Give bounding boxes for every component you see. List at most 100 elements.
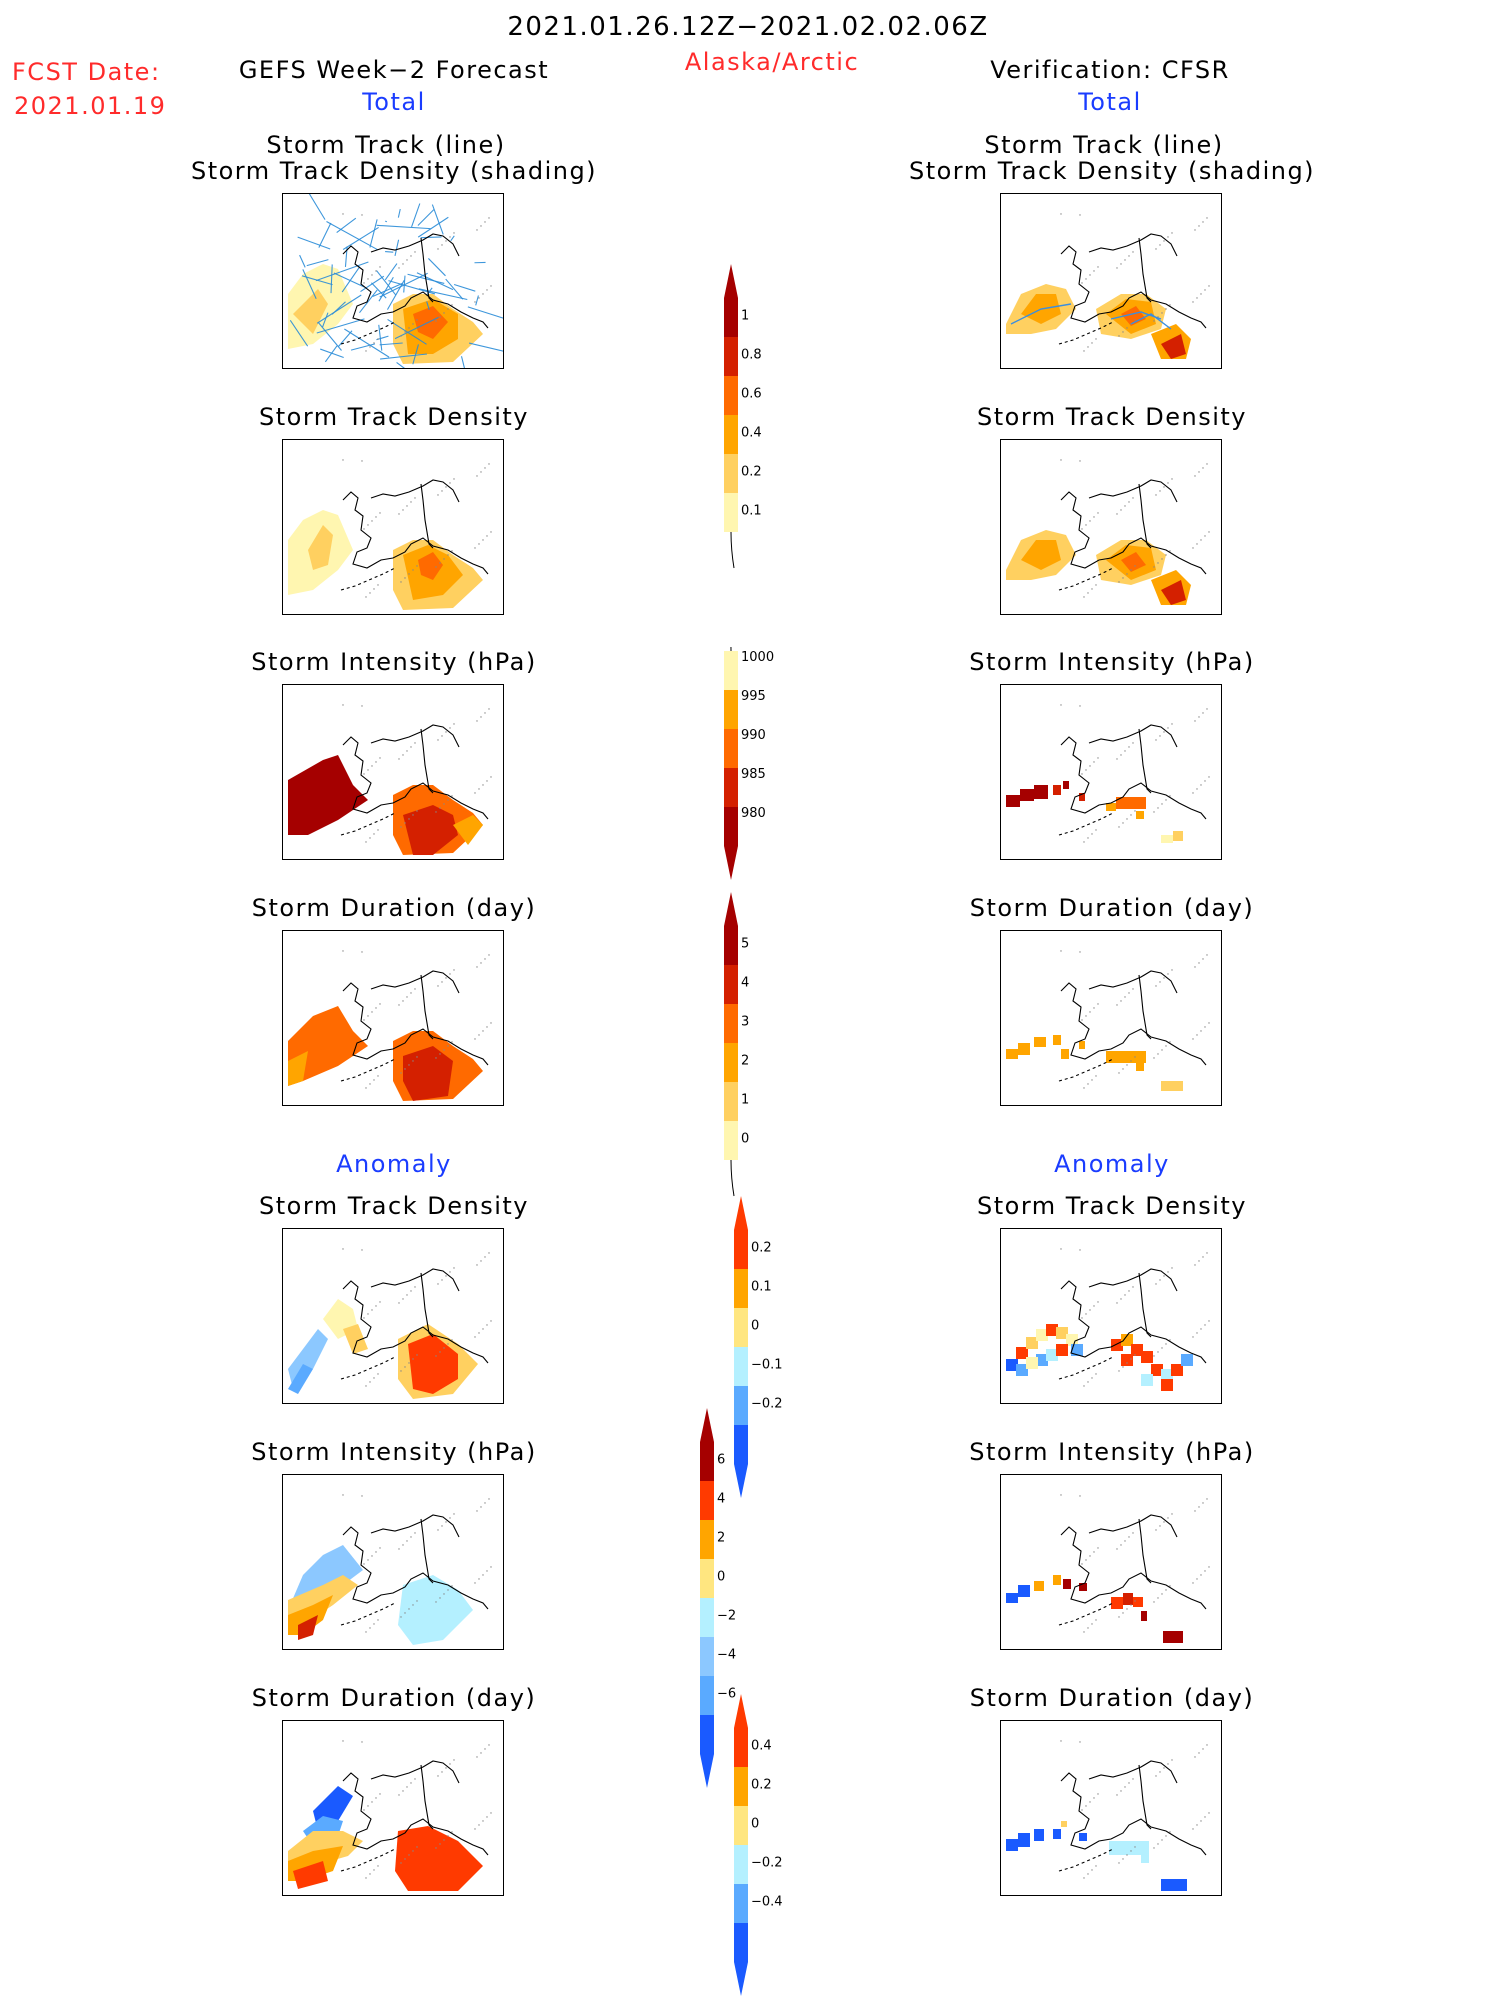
storm-track-line bbox=[298, 237, 331, 249]
grid-dot bbox=[1095, 1619, 1096, 1620]
grid-dot bbox=[1198, 1260, 1199, 1261]
shaded-region bbox=[288, 755, 368, 835]
grid-dot bbox=[439, 316, 440, 317]
grid-dot bbox=[437, 739, 438, 740]
grid-dot bbox=[1204, 535, 1205, 536]
grid-dot bbox=[1132, 251, 1133, 252]
grid-dot bbox=[1093, 1551, 1094, 1552]
grid-dot bbox=[474, 1038, 475, 1039]
grid-dot bbox=[1060, 1248, 1061, 1249]
coastline bbox=[1089, 971, 1177, 993]
grid-dot bbox=[414, 1532, 415, 1533]
grid-dot bbox=[1200, 539, 1201, 540]
grid-dot bbox=[1196, 788, 1197, 789]
grid-dot bbox=[447, 1045, 448, 1046]
grid-cell bbox=[1141, 1855, 1149, 1863]
grid-dot bbox=[1192, 1828, 1193, 1829]
grid-dot bbox=[1196, 543, 1197, 544]
grid-dot bbox=[1153, 320, 1154, 321]
grid-dot bbox=[410, 1536, 411, 1537]
grid-dot bbox=[1087, 346, 1088, 347]
grid-dot bbox=[486, 1816, 487, 1817]
left-total-density-title: Storm Track Density bbox=[259, 403, 529, 431]
grid-dot bbox=[1196, 1034, 1197, 1035]
grid-dot bbox=[1060, 459, 1061, 460]
grid-dot bbox=[1095, 338, 1096, 339]
grid-dot bbox=[1118, 826, 1119, 827]
grid-dot bbox=[1134, 1846, 1135, 1847]
grid-dot bbox=[1081, 528, 1082, 529]
grid-dot bbox=[474, 301, 475, 302]
grid-dot bbox=[342, 1740, 343, 1741]
grid-dot bbox=[1083, 841, 1084, 842]
grid-dot bbox=[1060, 704, 1061, 705]
grid-dot bbox=[414, 1778, 415, 1779]
grid-dot bbox=[486, 780, 487, 781]
grid-dot bbox=[371, 520, 372, 521]
colorbar-swatch bbox=[724, 415, 738, 454]
grid-dot bbox=[365, 596, 366, 597]
grid-dot bbox=[404, 577, 405, 578]
grid-dot bbox=[476, 966, 477, 967]
colorbar-swatch bbox=[724, 1043, 738, 1082]
left-total-intensity-title: Storm Intensity (hPa) bbox=[251, 648, 536, 676]
colorbar-tick-label: 995 bbox=[741, 689, 766, 704]
grid-cell bbox=[1006, 1049, 1018, 1059]
grid-dot bbox=[416, 1846, 417, 1847]
grid-dot bbox=[1204, 1570, 1205, 1571]
grid-dot bbox=[1091, 342, 1092, 343]
grid-dot bbox=[1206, 1498, 1207, 1499]
grid-dot bbox=[1122, 822, 1123, 823]
grid-dot bbox=[361, 1249, 362, 1250]
grid-dot bbox=[490, 1566, 491, 1567]
grid-dot bbox=[1204, 780, 1205, 781]
grid-dot bbox=[1206, 217, 1207, 218]
grid-dot bbox=[441, 1279, 442, 1280]
grid-dot bbox=[1208, 1022, 1209, 1023]
colorbar-swatch bbox=[734, 1845, 748, 1884]
colorbar-arrow-bottom bbox=[724, 846, 738, 880]
grid-cell bbox=[1006, 795, 1020, 807]
colorbar-swatch bbox=[724, 1121, 738, 1160]
grid-dot bbox=[488, 1498, 489, 1499]
grid-dot bbox=[1124, 259, 1125, 260]
grid-dot bbox=[363, 282, 364, 283]
grid-dot bbox=[375, 1551, 376, 1552]
grid-dot bbox=[361, 214, 362, 215]
grid-dot bbox=[1153, 1057, 1154, 1058]
grid-dot bbox=[1091, 1869, 1092, 1870]
colorbar-arrow-top bbox=[700, 1408, 714, 1442]
grid-dot bbox=[412, 1358, 413, 1359]
grid-dot bbox=[402, 1298, 403, 1299]
grid-dot bbox=[1155, 494, 1156, 495]
grid-dot bbox=[1134, 1600, 1135, 1601]
grid-dot bbox=[488, 1744, 489, 1745]
grid-dot bbox=[414, 497, 415, 498]
grid-dot bbox=[1122, 1858, 1123, 1859]
grid-dot bbox=[375, 270, 376, 271]
grid-dot bbox=[482, 539, 483, 540]
grid-dot bbox=[1091, 1623, 1092, 1624]
map-svg bbox=[283, 1475, 503, 1649]
grid-dot bbox=[484, 1502, 485, 1503]
left-anom-intensity-title: Storm Intensity (hPa) bbox=[251, 1438, 536, 1466]
grid-dot bbox=[447, 799, 448, 800]
colorbar-tick-label: 0.1 bbox=[751, 1280, 772, 1295]
grid-dot bbox=[1126, 818, 1127, 819]
grid-dot bbox=[367, 278, 368, 279]
grid-dot bbox=[478, 1824, 479, 1825]
grid-dot bbox=[1167, 236, 1168, 237]
grid-dot bbox=[377, 338, 378, 339]
grid-dot bbox=[1161, 1593, 1162, 1594]
grid-dot bbox=[365, 841, 366, 842]
grid-dot bbox=[1085, 278, 1086, 279]
storm-track-line bbox=[359, 290, 377, 313]
coastline bbox=[341, 1603, 395, 1625]
map-panel-cfsr-intensity bbox=[1000, 684, 1222, 860]
map-panel-cfsr-track-density bbox=[1000, 439, 1222, 615]
colorbar-tick-label: 1000 bbox=[741, 650, 774, 665]
grid-dot bbox=[1202, 958, 1203, 959]
